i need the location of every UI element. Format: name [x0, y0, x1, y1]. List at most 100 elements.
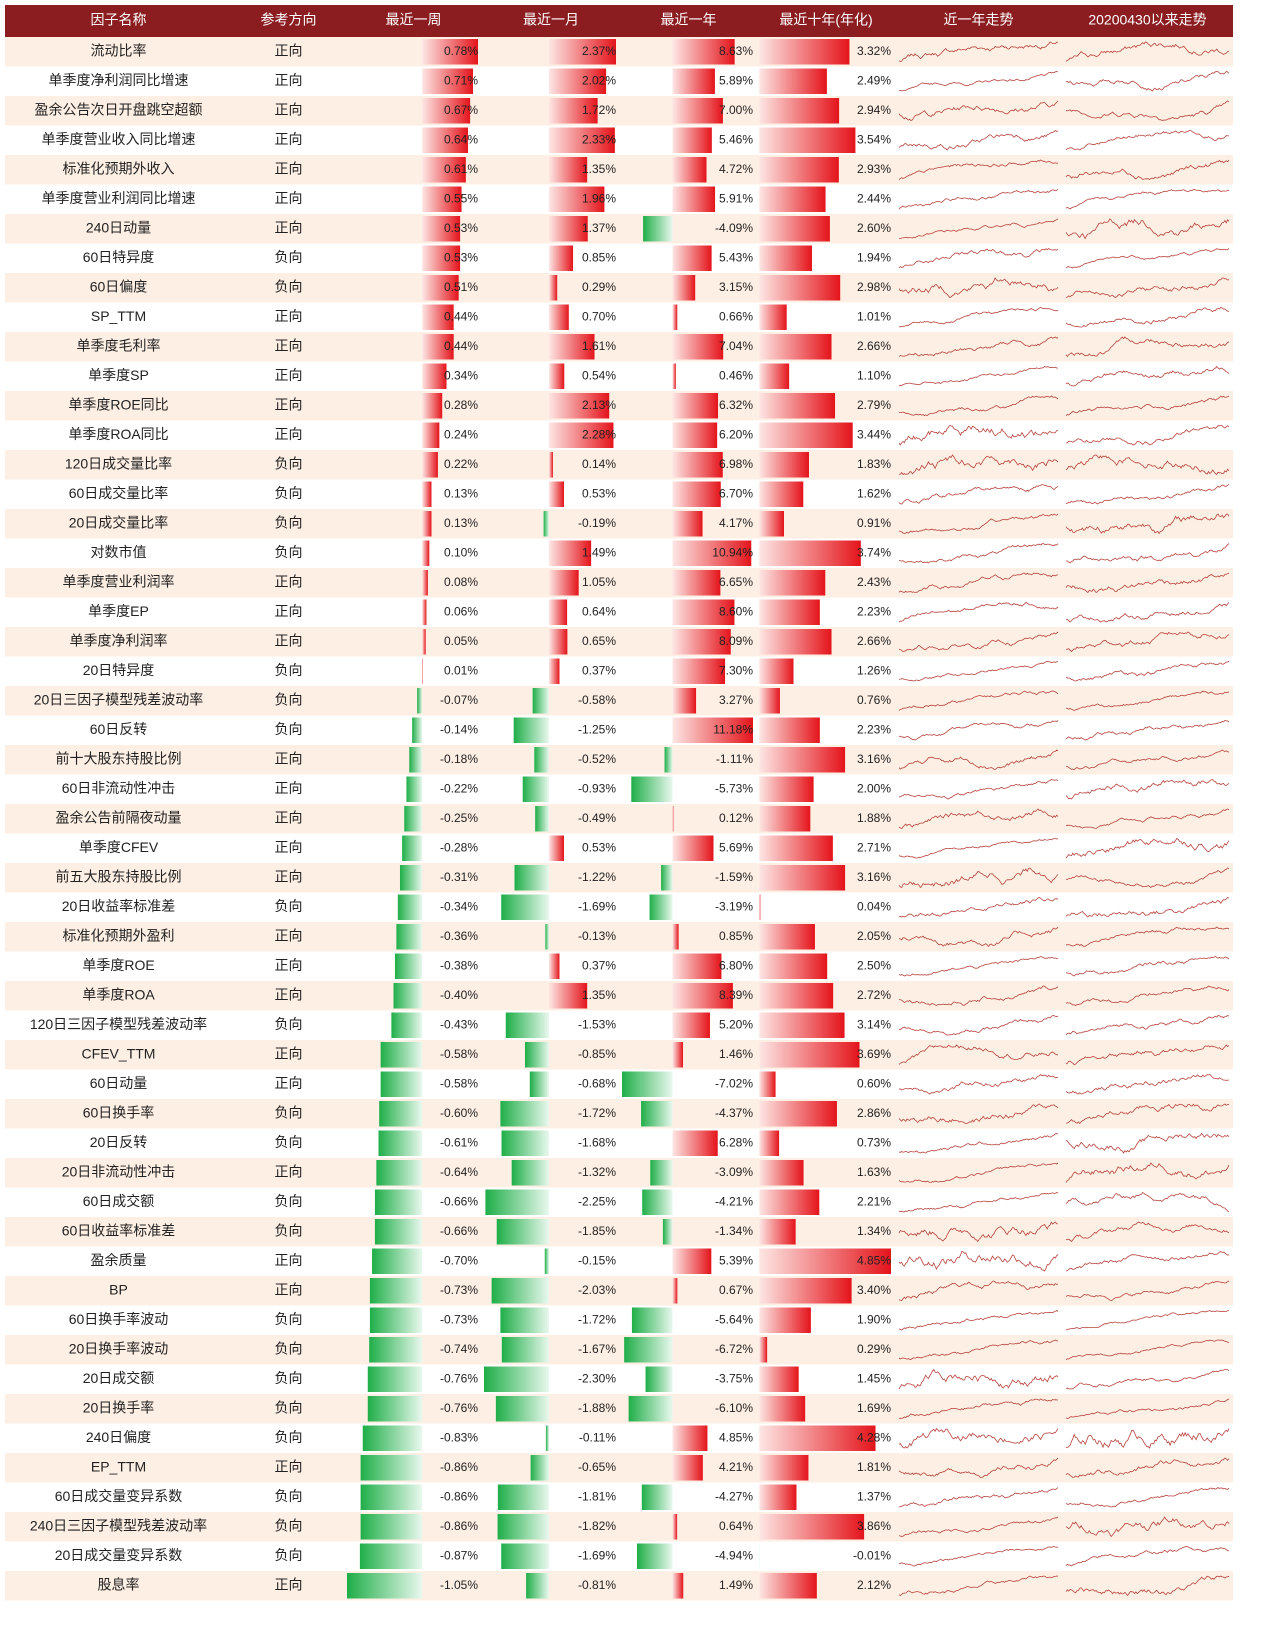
trend-sparkline [898, 1339, 1059, 1360]
value-bar [522, 776, 550, 802]
value-bar [759, 1278, 852, 1304]
value-label: 1.46% [719, 1047, 753, 1061]
value-bar [513, 717, 550, 743]
value-bar [759, 1484, 797, 1510]
value-bar [672, 98, 723, 124]
trend-sparkline [1065, 41, 1230, 62]
value-label: -0.13% [578, 929, 616, 943]
value-bar [549, 393, 610, 419]
value-label: -4.37% [715, 1106, 753, 1120]
value-label: 0.05% [444, 634, 478, 648]
value-label: 6.98% [719, 457, 753, 471]
factor-name: 盈余质量 [91, 1252, 147, 1268]
value-bar [759, 688, 780, 714]
value-label: -0.73% [440, 1312, 478, 1326]
value-label: 6.20% [719, 427, 753, 441]
value-label: 4.21% [719, 1460, 753, 1474]
value-label: 8.39% [719, 988, 753, 1002]
value-bar [549, 186, 605, 212]
value-label: -5.73% [715, 781, 753, 795]
trend-sparkline [1065, 1575, 1230, 1597]
value-bar [662, 1219, 673, 1245]
value-label: 0.04% [857, 899, 891, 913]
value-label: 0.53% [582, 840, 616, 854]
value-bar [759, 1514, 865, 1540]
value-label: 0.53% [582, 486, 616, 500]
value-bar [497, 1514, 550, 1540]
trend-sparkline [898, 277, 1059, 298]
factor-name: 标准化预期外盈利 [63, 927, 175, 943]
trend-sparkline [1066, 926, 1230, 947]
trend-sparkline [1065, 130, 1229, 151]
factor-name: 单季度ROE同比 [68, 396, 168, 412]
value-label: 2.60% [857, 221, 891, 235]
value-bar [759, 717, 820, 743]
trend-sparkline [898, 602, 1059, 623]
direction: 正向 [275, 603, 303, 619]
row-stripe [5, 1453, 1233, 1483]
direction: 正向 [275, 131, 303, 147]
value-bar [650, 1160, 673, 1186]
row-stripe [5, 1394, 1233, 1424]
trend-sparkline [1065, 1546, 1230, 1567]
value-bar [549, 245, 574, 271]
value-bar [549, 629, 568, 655]
value-label: 5.20% [719, 1017, 753, 1031]
value-label: -0.36% [440, 929, 478, 943]
direction: 正向 [275, 927, 303, 943]
direction: 负向 [275, 249, 303, 265]
direction: 正向 [275, 1163, 303, 1179]
trend-sparkline [1065, 897, 1230, 918]
value-bar [672, 806, 674, 832]
value-label: 0.13% [444, 486, 478, 500]
value-bar [672, 363, 676, 389]
value-bar [759, 422, 853, 448]
value-label: 2.66% [857, 339, 891, 353]
direction: 正向 [275, 632, 303, 648]
value-label: 2.33% [582, 132, 616, 146]
value-bar [661, 865, 673, 891]
direction: 正向 [275, 839, 303, 855]
factor-name: 20日成交量比率 [69, 514, 169, 530]
value-label: -0.01% [853, 1548, 891, 1562]
value-bar [672, 924, 679, 950]
value-label: 0.37% [582, 958, 616, 972]
trend-sparkline [898, 1575, 1059, 1596]
value-label: -0.81% [578, 1578, 616, 1592]
value-bar [672, 1573, 684, 1599]
value-bar [347, 1573, 423, 1599]
trend-sparkline [1065, 1191, 1230, 1213]
value-bar [524, 1042, 550, 1068]
trend-sparkline [898, 720, 1059, 741]
value-bar [636, 1543, 673, 1569]
value-label: 0.91% [857, 516, 891, 530]
value-label: 1.37% [582, 221, 616, 235]
value-bar [422, 570, 428, 596]
value-bar [367, 1366, 423, 1392]
value-label: 2.00% [857, 781, 891, 795]
value-bar [549, 363, 565, 389]
direction: 正向 [275, 160, 303, 176]
value-bar [360, 1484, 423, 1510]
factor-name: 20日收益率标准差 [62, 898, 176, 914]
value-bar [496, 1219, 550, 1245]
row-stripe [5, 1512, 1233, 1542]
value-label: 10.94% [712, 545, 753, 559]
value-bar [759, 1455, 809, 1481]
value-label: -1.25% [578, 722, 616, 736]
trend-sparkline [898, 1221, 1059, 1243]
column-header: 最近一年 [661, 12, 717, 28]
value-bar [422, 511, 432, 537]
value-label: 4.17% [719, 516, 753, 530]
direction: 负向 [275, 1399, 303, 1415]
value-bar [672, 186, 716, 212]
value-bar [545, 924, 550, 950]
factor-name: 60日成交量比率 [69, 485, 169, 501]
trend-sparkline [1065, 690, 1230, 711]
value-bar [759, 629, 832, 655]
value-bar [672, 1042, 684, 1068]
value-label: 3.69% [857, 1047, 891, 1061]
factor-name: 单季度ROA [82, 986, 155, 1002]
direction: 负向 [275, 1370, 303, 1386]
value-label: 1.05% [582, 575, 616, 589]
